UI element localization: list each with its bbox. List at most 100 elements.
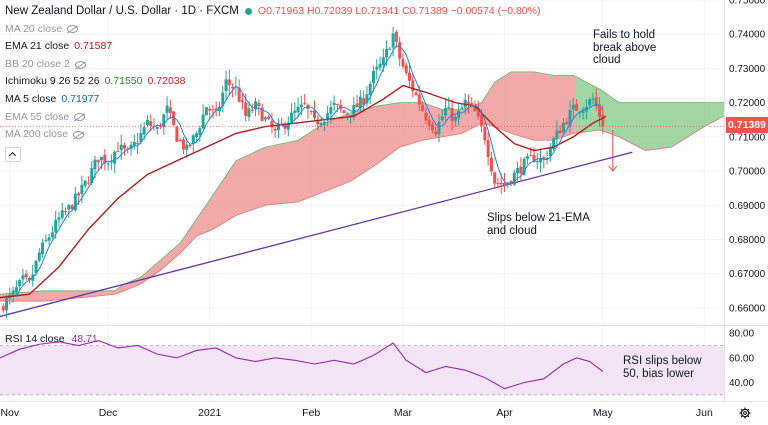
price-tick-label: 0.73000: [729, 64, 766, 75]
candle-body: [208, 108, 212, 111]
candle-body: [116, 150, 120, 152]
candle-body: [178, 140, 182, 142]
candle-body: [335, 104, 339, 106]
candle-body: [470, 103, 474, 106]
candle-body: [67, 205, 71, 210]
candle-body: [516, 167, 520, 174]
eye-off-icon[interactable]: [73, 130, 85, 139]
indicator-label: MA 200 close: [5, 128, 69, 141]
indicator-row[interactable]: Ichimoku 9 26 52 26 0.71550 0.72038: [5, 73, 540, 91]
candle-body: [267, 116, 271, 119]
candle-body: [378, 63, 382, 68]
arrows-layer: [608, 130, 623, 379]
candle-body: [47, 237, 51, 241]
annotation-line: break above: [593, 41, 657, 54]
candle-body: [476, 110, 480, 117]
indicator-row[interactable]: BB 20 close 2: [5, 56, 540, 74]
cloud-bullish: [574, 76, 724, 151]
candle-body: [136, 142, 140, 144]
candle-body: [565, 122, 569, 124]
annotation-fails-to-hold: Fails to hold break above cloud: [593, 29, 656, 67]
indicator-row[interactable]: MA 5 close 0.71977: [5, 91, 540, 109]
indicator-row[interactable]: MA 200 close: [5, 126, 540, 144]
candle-body: [427, 119, 431, 126]
candle-body: [172, 111, 176, 126]
candle-body: [54, 219, 58, 233]
candle-body: [290, 112, 294, 124]
candle-body: [159, 126, 163, 128]
price-tick-label: 0.67000: [729, 269, 766, 280]
candle-body: [440, 116, 444, 121]
candle-body: [21, 275, 25, 280]
candle-body: [545, 158, 549, 161]
annotation-line: cloud: [593, 54, 621, 66]
collapse-legend-button[interactable]: [5, 146, 21, 162]
candle-body: [260, 107, 264, 122]
candle-body: [237, 87, 241, 102]
rsi-tick-label: 60.00: [729, 353, 754, 364]
candle-body: [181, 139, 185, 150]
candle-body: [355, 103, 359, 108]
candle-body: [591, 98, 595, 100]
rsi-legend-label[interactable]: RSI 14 close: [5, 333, 65, 345]
candle-body: [113, 151, 117, 164]
indicator-row[interactable]: EMA 55 close: [5, 109, 540, 127]
candle-body: [254, 101, 258, 110]
candle-body: [60, 210, 64, 218]
time-tick-label: Mar: [394, 407, 413, 419]
candle-body: [303, 102, 307, 104]
candle-body: [548, 147, 552, 157]
candle-body: [195, 133, 199, 137]
candle-body: [345, 113, 349, 115]
indicator-row[interactable]: MA 20 close: [5, 21, 540, 39]
time-tick-label: May: [593, 407, 614, 419]
candle-body: [57, 217, 61, 220]
time-tick-label: Feb: [302, 407, 320, 419]
candle-body: [552, 138, 556, 150]
candle-body: [522, 158, 526, 176]
eye-off-icon[interactable]: [74, 113, 86, 122]
candle-body: [247, 108, 251, 117]
candle-body: [214, 108, 218, 111]
candle-body: [480, 114, 484, 126]
candle-body: [493, 172, 497, 184]
candle-body: [250, 109, 254, 111]
indicator-value: 0.71587: [74, 40, 113, 53]
gear-icon[interactable]: [739, 407, 751, 419]
candle-body: [398, 42, 402, 59]
price-tick-label: 0.75000: [729, 0, 766, 7]
ema21-line: [0, 84, 607, 299]
candle-body: [142, 127, 146, 135]
candle-body: [463, 99, 467, 108]
candle-body: [430, 124, 434, 131]
candle-body: [175, 126, 179, 142]
annotation-line: Fails to hold: [593, 29, 656, 41]
candle-body: [581, 110, 585, 113]
candle-body: [309, 110, 313, 113]
candle-body: [201, 114, 205, 129]
candle-body: [539, 158, 543, 163]
candle-body: [93, 159, 97, 170]
candle-body: [342, 110, 346, 113]
candle-body: [227, 79, 231, 86]
candle-body: [244, 102, 248, 116]
candle-body: [332, 102, 336, 106]
candle-body: [83, 180, 87, 186]
candle-body: [408, 72, 412, 81]
candle-body: [14, 287, 18, 293]
time-tick-label: Dec: [99, 407, 118, 419]
candle-body: [532, 155, 536, 162]
eye-off-icon[interactable]: [74, 60, 86, 69]
candle-body: [447, 107, 451, 109]
ma5-line: [15, 45, 604, 297]
indicator-row[interactable]: EMA 21 close 0.71587: [5, 38, 540, 56]
candle-body: [1, 306, 5, 311]
candle-body: [273, 128, 277, 131]
candle-body: [103, 154, 107, 164]
candle-body: [525, 156, 529, 159]
symbol-title[interactable]: New Zealand Dollar / U.S. Dollar · 1D · …: [5, 5, 239, 17]
candle-body: [73, 193, 77, 211]
eye-off-icon[interactable]: [67, 25, 79, 34]
candle-body: [417, 94, 421, 105]
